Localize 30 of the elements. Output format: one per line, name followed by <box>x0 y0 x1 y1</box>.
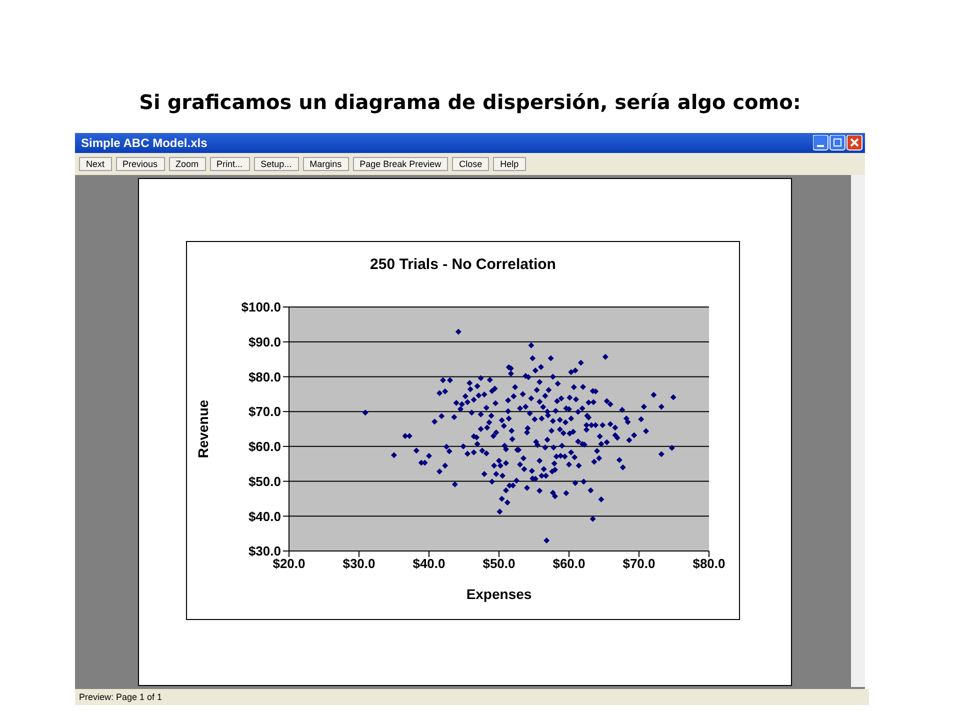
x-tick-label: $60.0 <box>552 556 586 572</box>
text: Simple ABC Model.xls <box>75 133 865 153</box>
x-tick-label: $50.0 <box>482 556 516 572</box>
y-tick-label: $60.0 <box>248 439 281 454</box>
text: Previous <box>116 157 165 171</box>
text: Page Break Preview <box>352 157 448 171</box>
x-axis-title: Expenses <box>466 586 532 602</box>
y-axis-title: Revenue <box>194 400 211 458</box>
text: Preview: Page 1 of 1 <box>75 689 869 705</box>
y-tick-label: $50.0 <box>248 474 281 489</box>
chart-subtitle: 250 Trials - No Correlation <box>369 256 557 273</box>
text: Setup... <box>254 157 299 171</box>
chart-title: Si graficamos un diagrama de dispersión, sería algo como: <box>138 90 802 114</box>
y-tick-label: $80.0 <box>248 369 281 384</box>
y-tick-label: $40.0 <box>248 508 281 524</box>
x-tick-label: $80.0 <box>692 556 726 572</box>
y-tick-label: $90.0 <box>248 334 281 350</box>
y-tick-label: $100.0 <box>241 300 281 315</box>
y-tick-label: $70.0 <box>248 404 281 420</box>
x-tick-label: $20.0 <box>272 556 306 572</box>
x-tick-label: $70.0 <box>622 556 656 572</box>
text: Print... <box>210 157 250 171</box>
text: Margins <box>302 157 349 171</box>
x-tick-label: $40.0 <box>412 556 446 572</box>
y-tick-label: $30.0 <box>248 544 281 559</box>
text: Help <box>493 157 526 171</box>
x-tick-label: $30.0 <box>342 556 376 572</box>
text: Zoom <box>168 157 206 171</box>
text: Next <box>79 157 112 171</box>
text: Close <box>452 157 490 171</box>
